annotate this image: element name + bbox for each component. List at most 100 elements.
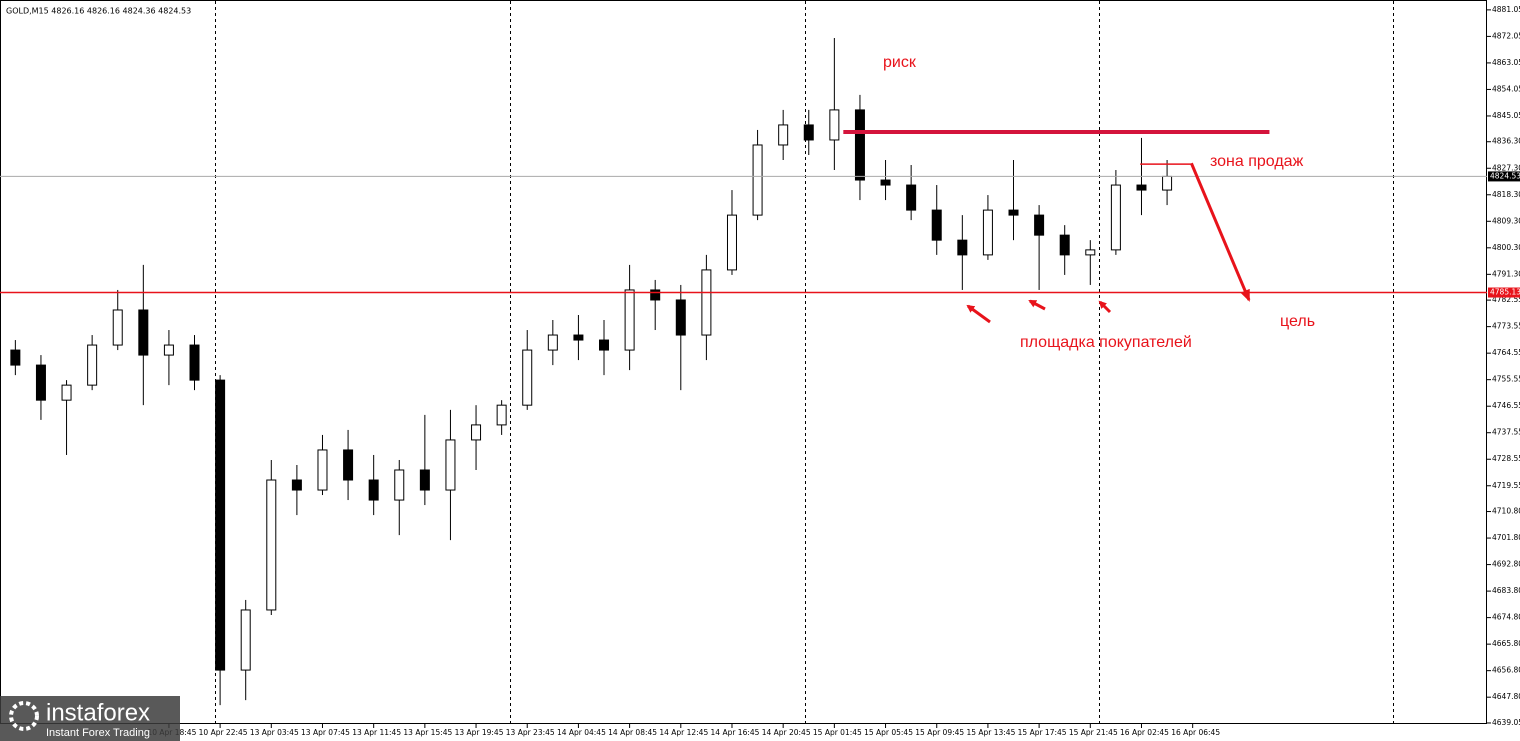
x-tick-label: 14 Apr 04:45	[557, 728, 606, 737]
y-tick-label: 4701.80	[1492, 533, 1520, 542]
candle-body	[445, 439, 456, 491]
sell-zone-note: зона продаж	[1210, 153, 1304, 170]
y-tick-label: 4818.30	[1492, 190, 1520, 199]
candle-body	[1162, 175, 1173, 191]
y-tick-label: 4881.05	[1492, 5, 1520, 14]
x-tick-label: 15 Apr 09:45	[915, 728, 964, 737]
candle-body	[880, 179, 891, 186]
support-label: 4785.13	[1490, 288, 1520, 297]
candle-body	[1034, 214, 1045, 236]
y-tick-label: 4773.55	[1492, 322, 1520, 331]
x-tick-label: 13 Apr 07:45	[301, 728, 350, 737]
candle-body	[624, 289, 635, 351]
candle-body	[368, 479, 379, 501]
x-tick-label: 15 Apr 05:45	[864, 728, 913, 737]
x-tick-label: 14 Apr 12:45	[659, 728, 708, 737]
x-tick-label: 13 Apr 03:45	[250, 728, 299, 737]
y-tick-label: 4845.05	[1492, 111, 1520, 120]
candle-body	[112, 309, 123, 346]
x-tick-label: 15 Apr 17:45	[1018, 728, 1067, 737]
x-tick-label: 16 Apr 06:45	[1171, 728, 1220, 737]
candle-body	[906, 184, 917, 211]
logo-icon	[9, 701, 39, 731]
candle-body	[829, 109, 840, 141]
y-tick-label: 4872.05	[1492, 31, 1520, 40]
y-tick-label: 4809.30	[1492, 216, 1520, 225]
y-tick-label: 4782.55	[1492, 295, 1520, 304]
y-tick-label: 4755.55	[1492, 375, 1520, 384]
y-tick-label: 4719.55	[1492, 481, 1520, 490]
candle-body	[752, 144, 763, 216]
buyer-arrows	[966, 299, 1112, 324]
y-tick-label: 4827.30	[1492, 163, 1520, 172]
candle-body	[163, 344, 174, 356]
x-tick-label: 16 Apr 02:45	[1120, 728, 1169, 737]
candle-body	[957, 239, 968, 256]
candle-body	[496, 404, 507, 426]
logo-name: instaforex	[46, 699, 150, 726]
candle-body	[650, 289, 661, 301]
candle-body	[343, 449, 354, 481]
plot-frame	[0, 0, 1487, 724]
y-tick-label: 4800.30	[1492, 243, 1520, 252]
risk-note: риск	[883, 54, 917, 71]
y-tick-label: 4647.80	[1492, 692, 1520, 701]
candle-body	[522, 349, 533, 406]
candle-body	[189, 344, 200, 381]
candle-body	[394, 469, 405, 501]
candle-body	[726, 214, 737, 271]
arrow	[1028, 299, 1046, 311]
candle-body	[291, 479, 302, 491]
logo: instaforex Instant Forex Trading	[0, 696, 180, 741]
y-tick-label: 4665.80	[1492, 639, 1520, 648]
target-note: цель	[1280, 313, 1315, 330]
support-box	[1488, 287, 1520, 298]
chart-header: GOLD,M15 4826.16 4826.16 4824.36 4824.53	[6, 7, 191, 16]
candle-body	[10, 349, 21, 366]
x-tick-label: 15 Apr 13:45	[966, 728, 1015, 737]
candle-body	[803, 124, 814, 141]
candle-body	[240, 609, 251, 671]
x-tick-label: 13 Apr 15:45	[403, 728, 452, 737]
candle-body	[419, 469, 430, 491]
y-tick-label: 4674.80	[1492, 613, 1520, 622]
candle-body	[931, 209, 942, 241]
candle-body	[547, 334, 558, 351]
y-tick-label: 4728.55	[1492, 454, 1520, 463]
x-tick-label: 13 Apr 19:45	[455, 728, 504, 737]
logo-tagline: Instant Forex Trading	[46, 727, 150, 739]
y-tick-label: 4737.55	[1492, 428, 1520, 437]
candle-body	[1059, 234, 1070, 256]
arrow	[1098, 300, 1112, 314]
y-tick-label: 4710.80	[1492, 507, 1520, 516]
candle-body	[317, 449, 328, 491]
candle-body	[599, 339, 610, 351]
y-tick-label: 4836.30	[1492, 137, 1520, 146]
y-tick-label: 4692.80	[1492, 560, 1520, 569]
candle-body	[573, 334, 584, 341]
candle-body	[1110, 184, 1121, 251]
x-tick-label: 13 Apr 23:45	[506, 728, 555, 737]
candle-body	[854, 109, 865, 181]
y-tick-label: 4764.55	[1492, 348, 1520, 357]
target-arrow	[1190, 162, 1251, 302]
candle-body	[471, 424, 482, 441]
x-tick-label: 10 Apr 22:45	[199, 728, 248, 737]
y-tick-label: 4854.05	[1492, 84, 1520, 93]
y-tick-label: 4639.05	[1492, 718, 1520, 727]
candle-body	[675, 299, 686, 336]
y-tick-label: 4656.80	[1492, 666, 1520, 675]
candle-body	[701, 269, 712, 336]
candle-body	[982, 209, 993, 256]
x-tick-label: 13 Apr 11:45	[352, 728, 401, 737]
candle-body	[1008, 209, 1019, 216]
arrow	[966, 304, 991, 324]
candle-body	[266, 479, 277, 611]
candle-body	[87, 344, 98, 386]
y-tick-label: 4683.80	[1492, 586, 1520, 595]
x-tick-label: 15 Apr 01:45	[813, 728, 862, 737]
current-price-box	[1488, 171, 1520, 182]
candle-body	[35, 364, 46, 401]
